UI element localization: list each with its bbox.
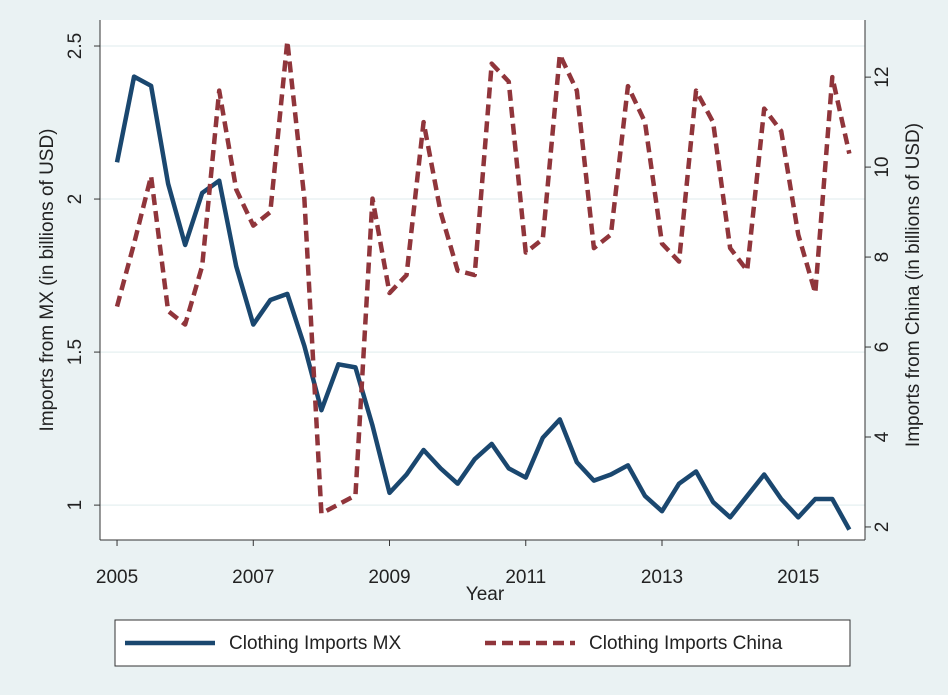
y-tick-label: 1.5	[65, 339, 86, 365]
y2-tick-label: 10	[872, 157, 893, 178]
legend-label: Clothing Imports China	[589, 633, 783, 654]
x-axis-title: Year	[466, 584, 505, 605]
y-tick-label: 1	[65, 500, 86, 511]
x-tick-label: 2005	[96, 567, 138, 588]
y2-tick-label: 8	[872, 252, 893, 263]
y-axis-title: Imports from MX (in billions of USD)	[37, 128, 58, 431]
y2-tick-label: 2	[872, 522, 893, 533]
y-tick-label: 2.5	[65, 33, 86, 59]
y-tick-label: 2	[65, 194, 86, 205]
y2-tick-label: 6	[872, 342, 893, 353]
x-tick-label: 2015	[777, 567, 819, 588]
x-tick-label: 2013	[641, 567, 683, 588]
y2-tick-label: 4	[872, 431, 893, 442]
series-line	[114, 74, 852, 531]
series-line	[114, 38, 852, 516]
x-tick-label: 2007	[232, 567, 274, 588]
x-tick-label: 2011	[505, 567, 546, 588]
y2-axis-title: Imports from China (in billions of USD)	[903, 123, 924, 447]
plot-area	[100, 20, 865, 540]
legend-box	[114, 619, 851, 667]
x-tick-label: 2009	[368, 567, 410, 588]
legend-label: Clothing Imports MX	[229, 633, 401, 654]
y2-tick-label: 12	[872, 67, 893, 88]
